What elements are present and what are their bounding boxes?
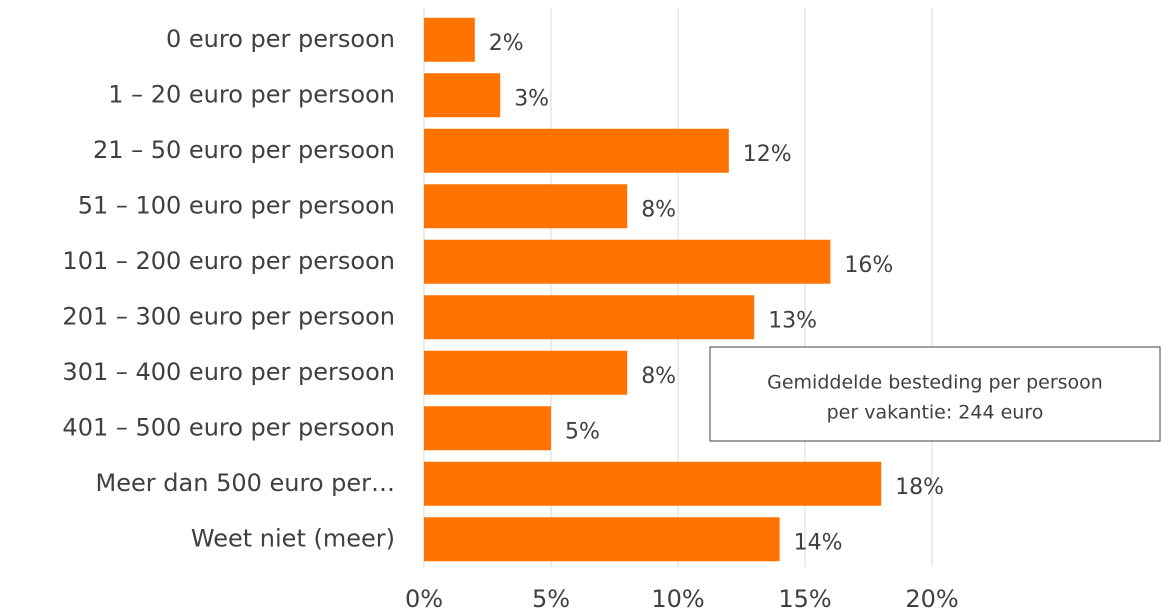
data-label: 2% [489, 31, 524, 56]
x-tick-label: 15% [778, 585, 831, 613]
data-label: 16% [844, 253, 893, 278]
bar [424, 517, 780, 562]
y-tick-label: Meer dan 500 euro per… [96, 469, 395, 497]
y-tick-label: 0 euro per persoon [166, 25, 395, 53]
bar [424, 17, 475, 62]
annotation: per vakantie: 244 euro [827, 402, 1044, 424]
annotation: Gemiddelde besteding per persoon [767, 372, 1103, 394]
y-tick-label: 21 – 50 euro per persoon [93, 136, 395, 164]
y-tick-label: 301 – 400 euro per persoon [62, 358, 395, 386]
y-tick-label: 1 – 20 euro per persoon [108, 80, 395, 108]
data-label: 8% [641, 197, 676, 222]
y-tick-label: 51 – 100 euro per persoon [78, 191, 395, 219]
y-tick-label: 401 – 500 euro per persoon [62, 413, 395, 441]
x-tick-label: 20% [905, 585, 958, 613]
bar [424, 128, 729, 173]
data-label: 13% [768, 308, 817, 333]
bar [424, 406, 551, 451]
bar [424, 184, 628, 229]
y-tick-label: Weet niet (meer) [191, 524, 395, 552]
annotation-box [709, 346, 1161, 442]
bar [424, 239, 831, 284]
data-label: 5% [565, 419, 600, 444]
data-label: 8% [641, 364, 676, 389]
bar [424, 461, 882, 506]
data-label: 18% [895, 475, 944, 500]
bar [424, 350, 628, 395]
x-tick-label: 5% [532, 585, 570, 613]
x-tick-label: 0% [405, 585, 443, 613]
data-label: 3% [514, 86, 549, 111]
data-label: 12% [743, 142, 792, 167]
data-label: 14% [794, 530, 843, 555]
x-tick-label: 10% [651, 585, 704, 613]
bar [424, 73, 501, 118]
bar [424, 295, 755, 340]
y-tick-label: 201 – 300 euro per persoon [62, 302, 395, 330]
y-tick-label: 101 – 200 euro per persoon [62, 247, 395, 275]
